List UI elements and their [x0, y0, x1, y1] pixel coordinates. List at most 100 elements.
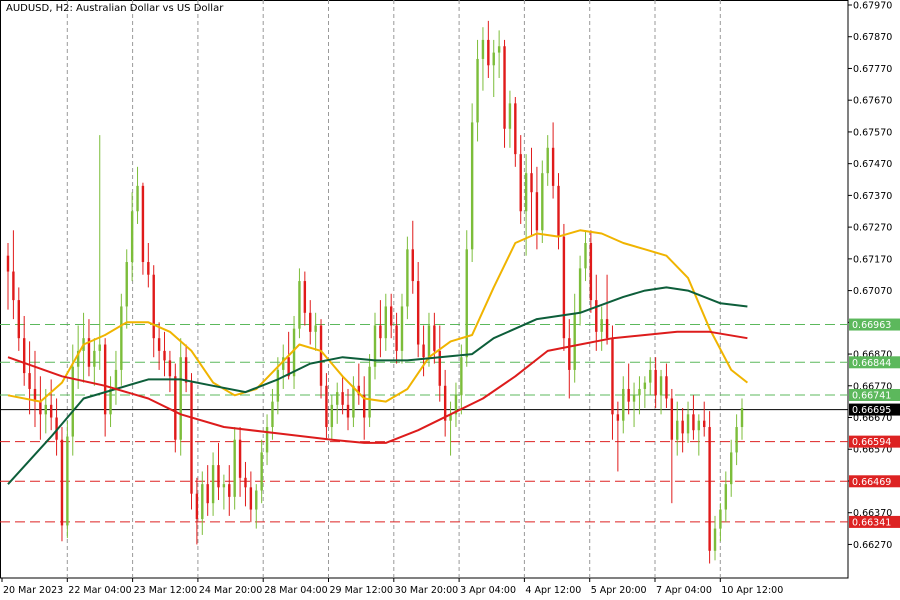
candle-body	[163, 350, 166, 361]
candle-body	[76, 350, 80, 367]
candle-body	[201, 484, 204, 520]
candle-body	[228, 484, 231, 497]
candle-body	[44, 404, 47, 415]
x-tick-label: 29 Mar 12:00	[330, 585, 393, 596]
candle-body	[692, 414, 695, 431]
candle-body	[125, 262, 128, 307]
candle-body	[541, 173, 544, 231]
x-tick-label: 3 Apr 04:00	[460, 585, 516, 596]
candle-body	[195, 493, 199, 520]
candle-body	[611, 338, 614, 415]
candle-body	[465, 249, 468, 358]
candle-body	[638, 388, 641, 396]
candle-body	[454, 395, 458, 415]
candle-body	[325, 385, 328, 428]
candle-body	[395, 325, 398, 351]
candle-body	[152, 274, 155, 339]
candle-body	[406, 249, 409, 307]
candle-body	[330, 404, 334, 428]
candle-body	[411, 249, 414, 282]
candle-body	[141, 185, 145, 263]
candle-body	[363, 395, 366, 418]
candle-body	[309, 312, 312, 332]
candle-body	[670, 398, 674, 440]
candle-body	[93, 350, 96, 367]
candle-body	[66, 436, 69, 526]
candle-body	[120, 306, 123, 370]
price-level-label-box	[849, 435, 900, 448]
x-tick-label: 7 Apr 04:00	[656, 585, 712, 596]
candle-body	[244, 477, 247, 488]
candle-body	[28, 373, 31, 389]
y-tick-label: 0.67470	[853, 159, 892, 170]
y-tick-label: 0.66770	[853, 381, 892, 392]
candle-body	[368, 366, 371, 418]
price-level-label: 0.66594	[852, 437, 891, 448]
candle-body	[87, 338, 91, 367]
candle-body	[616, 414, 620, 421]
candle-body	[17, 300, 20, 339]
y-tick-label: 0.67170	[853, 254, 892, 265]
price-level-label-box	[849, 318, 900, 331]
candle-body	[681, 420, 684, 434]
candle-body	[697, 420, 701, 431]
candle-body	[470, 122, 474, 250]
candle-body	[649, 369, 652, 383]
x-tick-label: 28 Mar 04:00	[264, 585, 327, 596]
candle-body	[103, 344, 107, 415]
y-tick-label: 0.67670	[853, 96, 892, 107]
y-tick-label: 0.67270	[853, 223, 892, 234]
candle-body	[389, 306, 393, 326]
candle-body	[222, 484, 226, 488]
y-tick-label: 0.67870	[853, 32, 892, 43]
candle-body	[449, 414, 452, 421]
candle-body	[22, 338, 26, 374]
candle-body	[33, 388, 37, 402]
x-tick-label: 23 Mar 12:00	[134, 585, 197, 596]
candle-body	[98, 344, 101, 351]
y-tick-label: 0.66870	[853, 350, 892, 361]
y-tick-label: 0.67970	[853, 1, 892, 12]
candle-body	[740, 407, 744, 428]
candle-body	[573, 312, 576, 370]
candle-body	[551, 147, 555, 186]
moving-average-line	[7, 229, 749, 403]
candle-body	[314, 325, 317, 332]
candle-body	[524, 173, 528, 212]
y-tick-label: 0.67770	[853, 64, 892, 75]
candle-body	[427, 325, 431, 358]
candle-body	[686, 414, 690, 434]
candle-body	[109, 388, 112, 415]
candle-body	[276, 369, 280, 402]
candle-body	[568, 338, 571, 370]
candle-body	[589, 242, 593, 301]
candle-body	[190, 382, 193, 494]
candle-body	[49, 404, 53, 418]
candle-body	[206, 484, 209, 504]
price-level-label: 0.66741	[852, 390, 891, 401]
candle-body	[481, 39, 485, 59]
chart-title: AUDUSD, H2: Australian Dollar vs US Doll…	[6, 3, 224, 14]
x-tick-label: 22 Mar 04:00	[68, 585, 131, 596]
candle-body	[168, 360, 172, 377]
price-level-label: 0.66963	[852, 320, 891, 331]
y-tick-label: 0.67570	[853, 127, 892, 138]
candle-body	[703, 420, 706, 428]
candle-body	[157, 338, 161, 351]
candle-body	[287, 357, 290, 377]
candle-body	[136, 185, 139, 212]
candle-body	[519, 154, 522, 212]
candle-body	[546, 147, 549, 174]
price-level-label-box	[849, 475, 900, 488]
candle-body	[6, 255, 10, 272]
candle-body	[595, 300, 598, 332]
candle-body	[238, 439, 242, 478]
candle-body	[319, 325, 323, 386]
candle-body	[438, 350, 441, 386]
candle-body	[535, 192, 539, 231]
candle-body	[476, 58, 479, 123]
x-tick-label: 5 Apr 20:00	[591, 585, 647, 596]
candle-body	[460, 357, 463, 396]
candle-body	[708, 427, 711, 551]
